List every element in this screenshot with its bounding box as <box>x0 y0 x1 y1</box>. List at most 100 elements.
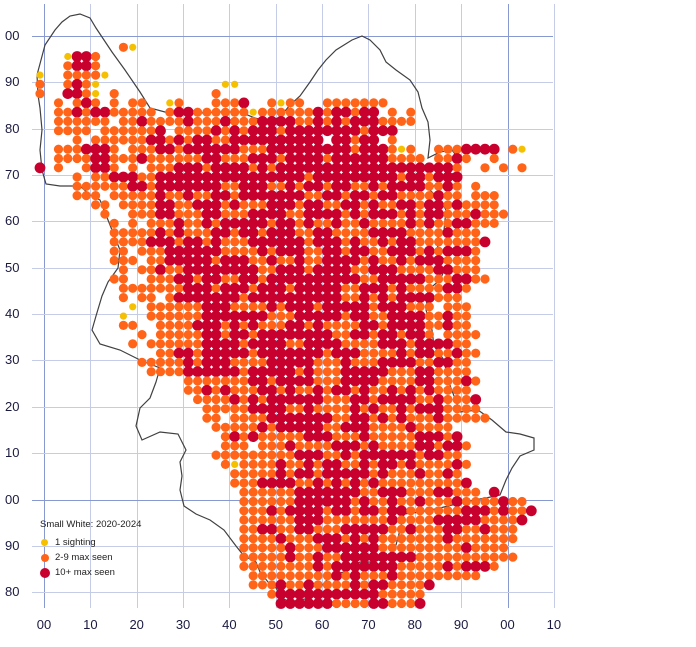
record-dot <box>341 98 351 108</box>
record-dot <box>267 432 277 442</box>
record-dot <box>377 273 389 285</box>
record-dot <box>424 469 434 479</box>
record-dot <box>128 116 138 126</box>
record-dot <box>341 191 351 201</box>
record-dot <box>211 385 221 395</box>
x-axis-label: 10 <box>546 617 562 632</box>
record-dot <box>80 143 92 155</box>
record-dot <box>313 376 323 386</box>
record-dot <box>211 394 221 405</box>
record-dot <box>220 135 230 145</box>
record-dot <box>480 552 490 562</box>
record-dot <box>434 543 444 553</box>
record-dot <box>332 432 342 442</box>
record-dot <box>109 255 119 266</box>
record-dot <box>488 486 500 498</box>
record-dot <box>471 534 481 544</box>
record-dot <box>508 496 518 507</box>
record-dot <box>461 459 471 469</box>
record-dot <box>461 534 471 544</box>
record-dot <box>210 208 222 220</box>
record-dot <box>369 459 379 469</box>
record-dot <box>80 97 92 109</box>
record-dot <box>239 385 249 395</box>
record-dot <box>267 311 277 321</box>
record-dot <box>368 227 380 239</box>
record-dot <box>266 236 278 248</box>
record-dot <box>247 134 259 146</box>
record-dot <box>313 580 323 590</box>
record-dot <box>405 421 417 433</box>
record-dot <box>230 116 240 126</box>
record-dot <box>257 523 268 535</box>
record-dot <box>210 162 222 174</box>
record-dot <box>322 459 333 470</box>
record-dot <box>294 162 305 174</box>
record-dot <box>406 255 416 266</box>
record-dot <box>442 320 454 331</box>
record-dot <box>295 404 305 414</box>
record-dot <box>229 162 241 174</box>
record-dot <box>173 227 185 239</box>
record-dot <box>350 218 360 228</box>
record-dot <box>275 579 287 591</box>
record-dot <box>53 98 64 108</box>
record-dot <box>294 375 305 387</box>
record-dot <box>415 218 425 228</box>
record-dot <box>423 375 435 387</box>
record-dot <box>359 459 370 470</box>
record-dot <box>247 180 259 192</box>
record-dot <box>239 376 249 386</box>
record-dot <box>304 478 314 488</box>
record-dot <box>332 367 342 377</box>
record-dot <box>165 283 175 293</box>
record-dot <box>322 301 333 313</box>
record-dot <box>433 162 444 174</box>
record-dot <box>304 191 314 201</box>
record-dot <box>229 134 241 146</box>
record-dot <box>461 218 472 229</box>
record-dot <box>201 199 213 211</box>
record-dot <box>359 274 369 284</box>
record-dot <box>434 181 444 191</box>
record-dot <box>220 310 231 322</box>
record-dot <box>230 274 240 284</box>
record-dot <box>304 228 314 238</box>
record-dot <box>396 376 407 386</box>
record-dot <box>332 394 342 405</box>
record-dot <box>239 107 249 117</box>
record-dot <box>406 144 416 154</box>
record-dot <box>377 598 389 609</box>
record-dot <box>442 468 454 480</box>
record-dot <box>498 496 509 507</box>
record-dot <box>434 311 444 321</box>
record-dot <box>349 375 361 387</box>
record-dot <box>146 218 156 228</box>
record-dot <box>109 98 119 108</box>
record-dot <box>304 172 314 182</box>
record-dot <box>377 551 389 563</box>
record-dot <box>415 459 425 469</box>
record-dot <box>489 218 499 228</box>
record-dot <box>174 339 184 349</box>
record-dot <box>284 180 296 192</box>
record-dot <box>451 523 463 535</box>
legend-item-1-sighting: 1 sighting <box>40 535 141 550</box>
record-dot <box>424 422 434 432</box>
record-dot <box>312 486 324 498</box>
record-dot <box>349 162 361 174</box>
record-dot <box>452 561 462 572</box>
record-dot <box>304 255 314 266</box>
record-dot <box>312 106 324 118</box>
record-dot <box>498 552 509 562</box>
record-dot <box>322 561 332 572</box>
record-dot <box>275 329 287 340</box>
record-dot <box>386 180 398 192</box>
record-dot <box>201 292 213 303</box>
record-dot <box>229 320 241 331</box>
record-dot <box>415 487 425 497</box>
record-dot <box>92 80 100 88</box>
record-dot <box>434 561 444 572</box>
record-dot <box>461 237 471 247</box>
record-dot <box>284 588 296 600</box>
